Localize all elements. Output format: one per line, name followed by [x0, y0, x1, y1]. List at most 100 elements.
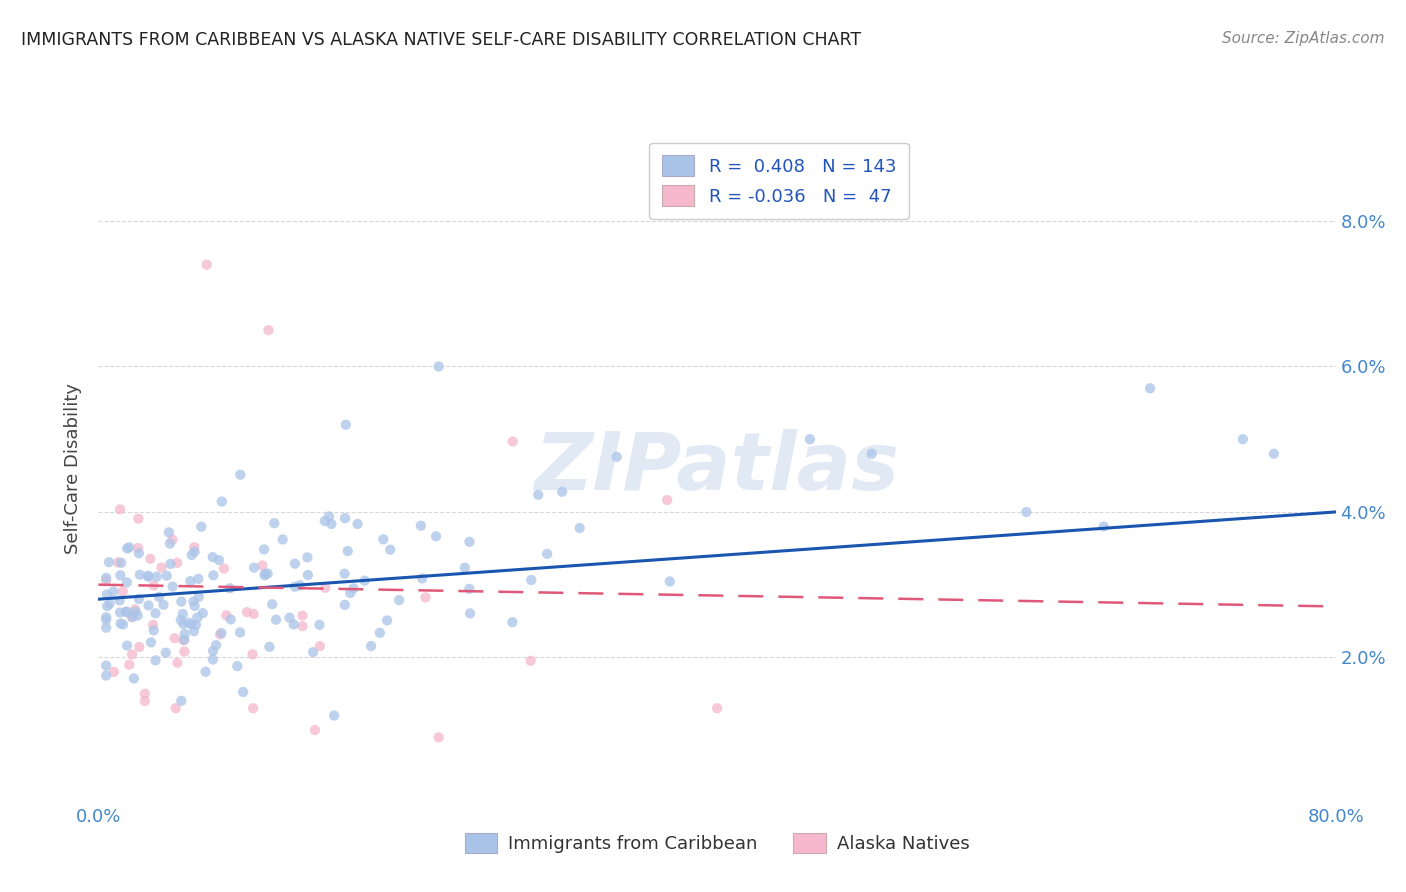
Point [180, 617, 202, 632]
Point [1263, 447, 1285, 461]
Point [427, 731, 450, 745]
Point [263, 516, 285, 530]
Y-axis label: Self-Care Disability: Self-Care Disability [65, 383, 83, 554]
Point [183, 544, 205, 558]
Point [304, 723, 326, 737]
Point [380, 542, 402, 557]
Point [243, 560, 266, 574]
Point [187, 590, 209, 604]
Point [155, 646, 177, 660]
Point [184, 618, 207, 632]
Point [179, 574, 201, 589]
Point [195, 258, 218, 272]
Point [96, 571, 118, 585]
Point [96, 658, 118, 673]
Point [183, 594, 205, 608]
Point [139, 635, 162, 649]
Point [425, 529, 447, 543]
Point [208, 553, 231, 567]
Point [162, 580, 184, 594]
Point [121, 610, 143, 624]
Point [799, 432, 821, 446]
Point [308, 617, 330, 632]
Point [96, 587, 118, 601]
Point [458, 534, 481, 549]
Point [145, 606, 167, 620]
Point [658, 574, 681, 589]
Point [333, 566, 356, 581]
Point [115, 639, 138, 653]
Point [145, 653, 167, 667]
Point [242, 607, 264, 621]
Point [201, 550, 224, 565]
Point [297, 550, 319, 565]
Point [201, 652, 224, 666]
Point [229, 467, 252, 482]
Point [138, 569, 160, 583]
Point [173, 627, 195, 641]
Point [98, 555, 121, 569]
Point [148, 590, 170, 604]
Point [128, 546, 150, 560]
Point [458, 582, 481, 596]
Point [118, 541, 141, 555]
Text: Source: ZipAtlas.com: Source: ZipAtlas.com [1222, 31, 1385, 46]
Point [166, 656, 188, 670]
Legend: Immigrants from Caribbean, Alaska Natives: Immigrants from Caribbean, Alaska Native… [457, 825, 977, 861]
Point [115, 541, 138, 556]
Point [253, 542, 276, 557]
Point [520, 573, 543, 587]
Point [551, 484, 574, 499]
Point [226, 659, 249, 673]
Point [527, 488, 550, 502]
Point [229, 625, 252, 640]
Point [111, 584, 134, 599]
Point [115, 605, 138, 619]
Point [115, 605, 138, 619]
Point [706, 701, 728, 715]
Point [411, 572, 433, 586]
Point [190, 519, 212, 533]
Point [321, 516, 343, 531]
Point [110, 556, 132, 570]
Point [150, 560, 173, 574]
Point [186, 610, 208, 624]
Point [302, 645, 325, 659]
Point [353, 574, 375, 588]
Point [134, 694, 156, 708]
Point [339, 586, 361, 600]
Point [346, 516, 368, 531]
Point [110, 568, 132, 582]
Point [139, 551, 162, 566]
Point [157, 525, 180, 540]
Point [108, 502, 131, 516]
Point [115, 575, 138, 590]
Point [124, 605, 146, 619]
Point [127, 541, 149, 555]
Point [388, 593, 411, 607]
Point [183, 624, 205, 639]
Point [142, 624, 165, 638]
Point [415, 591, 437, 605]
Point [219, 581, 242, 595]
Point [1232, 432, 1254, 446]
Point [236, 605, 259, 619]
Point [253, 568, 276, 582]
Point [173, 644, 195, 658]
Point [242, 701, 264, 715]
Point [124, 602, 146, 616]
Point [103, 584, 125, 599]
Point [568, 521, 591, 535]
Point [212, 561, 235, 575]
Point [360, 639, 382, 653]
Point [257, 323, 280, 337]
Point [170, 694, 193, 708]
Point [291, 608, 314, 623]
Point [194, 665, 217, 679]
Point [170, 613, 193, 627]
Point [166, 556, 188, 570]
Point [118, 657, 141, 672]
Point [172, 617, 194, 632]
Point [368, 625, 391, 640]
Point [211, 494, 233, 508]
